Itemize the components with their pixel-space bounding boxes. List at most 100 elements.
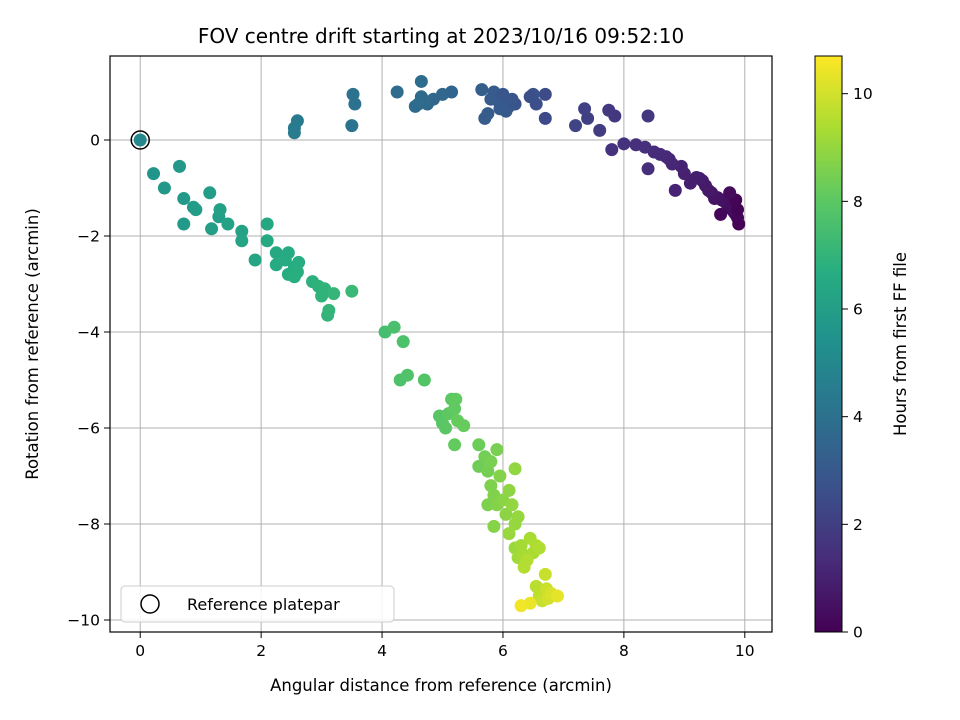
- colorbar-tick-label: 10: [853, 85, 873, 103]
- data-point: [448, 402, 462, 416]
- legend-label: Reference platepar: [187, 595, 340, 614]
- y-tick-label: −6: [77, 420, 100, 438]
- grid-lines: [110, 56, 772, 632]
- data-point: [683, 176, 697, 190]
- data-point: [496, 87, 510, 101]
- data-point: [538, 87, 552, 101]
- data-point: [346, 87, 360, 101]
- data-point: [714, 207, 728, 221]
- data-point: [203, 186, 217, 200]
- data-point: [641, 109, 655, 123]
- data-point: [538, 111, 552, 125]
- data-point: [605, 143, 619, 157]
- data-point: [523, 90, 537, 104]
- data-point: [520, 553, 534, 567]
- x-axis: 0 2 4 6 8 10: [135, 632, 755, 660]
- data-point: [439, 421, 453, 435]
- legend-box: [120, 585, 395, 623]
- data-point: [177, 192, 191, 206]
- data-point: [490, 443, 504, 457]
- y-tick-label: −2: [77, 228, 100, 246]
- data-point: [511, 510, 525, 524]
- data-point: [260, 217, 274, 231]
- data-point: [723, 186, 737, 200]
- x-tick-label: 0: [135, 642, 145, 660]
- reference-marker: [130, 130, 150, 150]
- data-point: [345, 284, 359, 298]
- y-axis-label: Rotation from reference (arcmin): [23, 208, 42, 480]
- data-point: [448, 438, 462, 452]
- x-tick-label: 6: [498, 642, 508, 660]
- data-point: [322, 303, 336, 317]
- x-axis-label: Angular distance from reference (arcmin): [270, 676, 612, 695]
- chart-title: FOV centre drift starting at 2023/10/16 …: [198, 24, 684, 48]
- data-point: [177, 217, 191, 231]
- colorbar-label: Hours from first FF file: [891, 252, 910, 436]
- data-point: [478, 111, 492, 125]
- data-point: [481, 498, 495, 512]
- data-point: [602, 103, 616, 117]
- data-point: [414, 74, 428, 88]
- data-point: [508, 462, 522, 476]
- data-point: [484, 92, 498, 106]
- data-point: [593, 123, 607, 137]
- data-point: [493, 469, 507, 483]
- data-point: [147, 167, 161, 181]
- colorbar: [814, 55, 843, 633]
- data-point: [235, 224, 249, 238]
- data-point: [396, 335, 410, 349]
- data-point: [327, 287, 341, 301]
- legend: Reference platepar: [120, 585, 395, 623]
- data-point: [417, 373, 431, 387]
- data-point: [213, 203, 227, 217]
- data-points: [133, 74, 746, 613]
- plot-frame: [109, 55, 773, 633]
- data-point: [538, 567, 552, 581]
- data-point: [408, 99, 422, 113]
- x-tick-label: 2: [256, 642, 266, 660]
- data-point: [390, 85, 404, 99]
- data-point: [348, 97, 362, 111]
- data-point: [617, 137, 631, 151]
- data-point: [449, 392, 463, 406]
- x-tick-label: 10: [735, 642, 755, 660]
- data-point: [641, 162, 655, 176]
- data-point: [484, 455, 498, 469]
- data-point: [731, 203, 745, 217]
- data-point: [290, 265, 304, 279]
- data-point: [532, 541, 546, 555]
- colorbar-tick-label: 4: [853, 408, 863, 426]
- y-axis: −10 −8 −6 −4 −2 0: [67, 132, 110, 630]
- colorbar-tick-label: 6: [853, 301, 863, 319]
- data-point: [502, 483, 516, 497]
- data-point: [281, 246, 295, 260]
- data-point: [205, 222, 219, 236]
- data-point: [189, 203, 203, 217]
- data-point: [629, 138, 643, 152]
- data-point: [514, 599, 528, 613]
- data-point: [457, 419, 471, 433]
- data-point: [173, 159, 187, 173]
- data-point: [499, 507, 513, 521]
- data-point: [133, 133, 147, 147]
- x-tick-label: 8: [619, 642, 629, 660]
- y-tick-label: −4: [77, 324, 100, 342]
- data-point: [221, 217, 235, 231]
- data-point: [550, 589, 564, 603]
- data-point: [668, 183, 682, 197]
- data-point: [345, 119, 359, 133]
- data-point: [260, 234, 274, 248]
- data-point: [502, 527, 516, 541]
- data-point: [292, 255, 306, 269]
- data-point: [269, 246, 283, 260]
- x-tick-label: 4: [377, 642, 387, 660]
- data-point: [248, 253, 262, 267]
- data-point: [505, 498, 519, 512]
- data-point: [472, 438, 486, 452]
- colorbar-ticks: 0 2 4 6 8 10: [842, 85, 873, 642]
- colorbar-tick-label: 2: [853, 516, 863, 534]
- data-point: [493, 102, 507, 116]
- data-point: [157, 181, 171, 195]
- y-tick-label: −8: [77, 516, 100, 534]
